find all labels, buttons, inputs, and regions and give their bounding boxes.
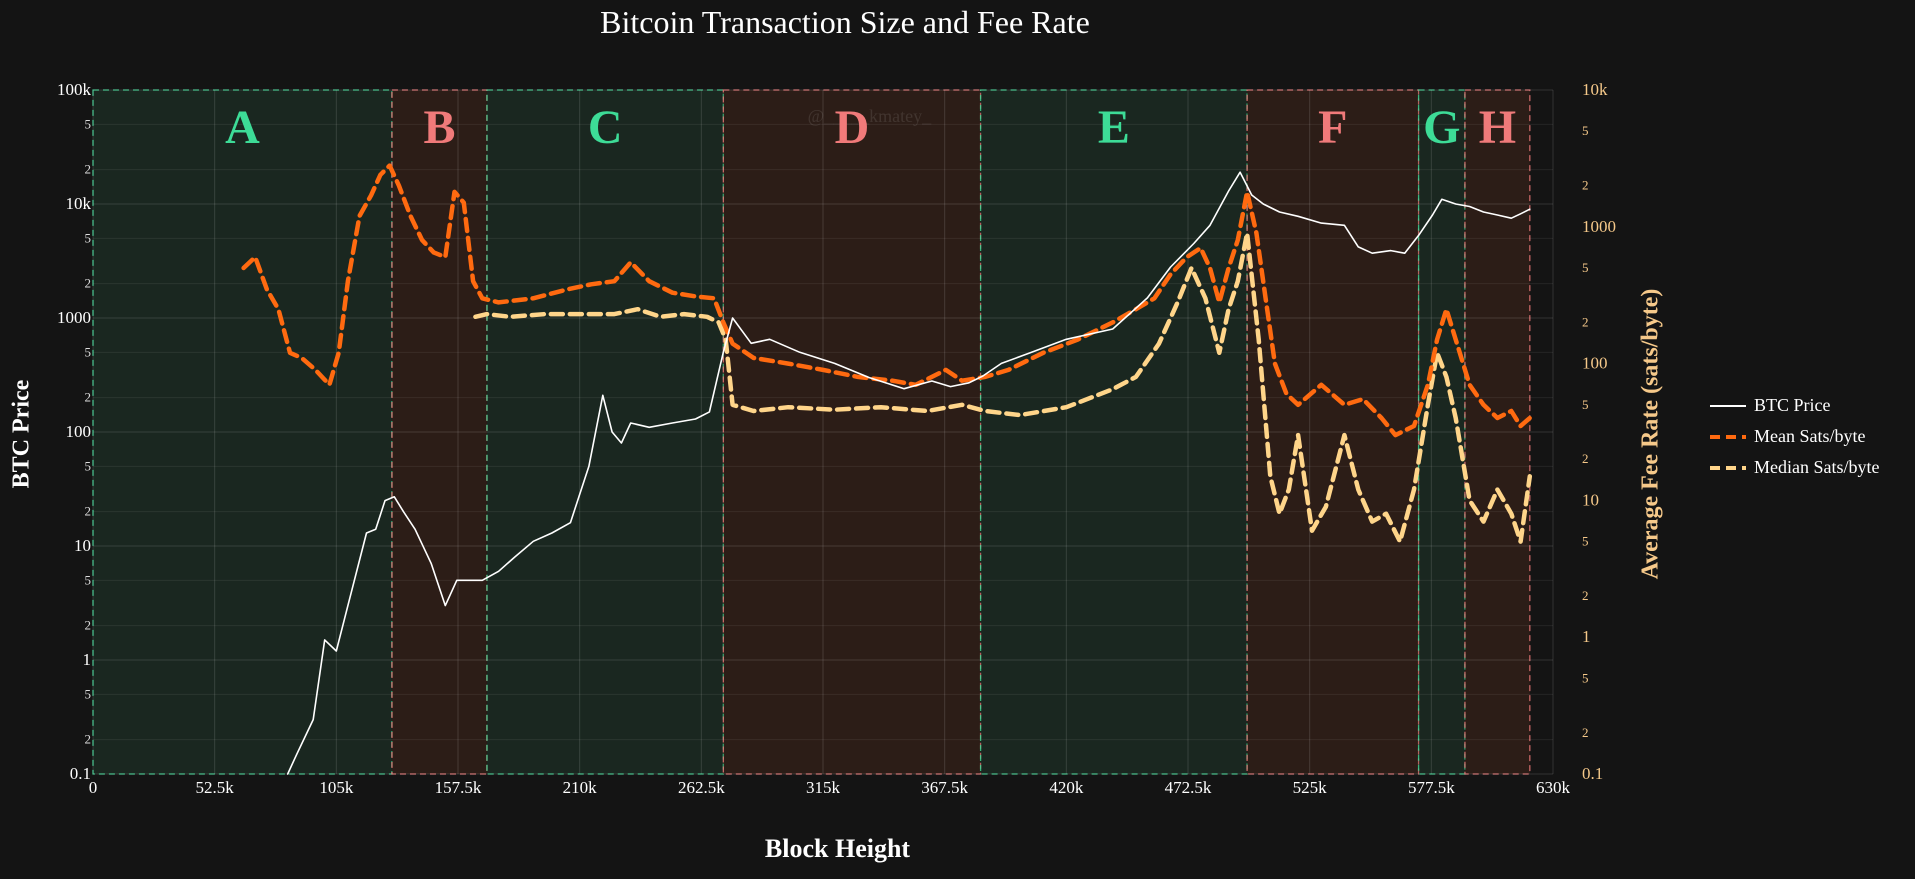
legend-swatch-btc-price (1710, 404, 1746, 407)
y2-minor-tick-label: 5 (1582, 260, 1589, 275)
region-label-b: B (423, 101, 455, 154)
y-minor-tick-label: 5 (85, 116, 92, 131)
series-line-btc-price (286, 171, 1531, 775)
region-label-e: E (1098, 101, 1130, 154)
x-tick-label: 157.5k (435, 778, 482, 797)
series-line-mean-sats-byte (241, 163, 1533, 438)
y2-tick-label: 10 (1582, 490, 1599, 509)
region-e (979, 89, 1248, 775)
legend-label-median: Median Sats/byte (1754, 457, 1880, 477)
chart-title: Bitcoin Transaction Size and Fee Rate (600, 4, 1090, 40)
legend-label-mean: Mean Sats/byte (1754, 426, 1866, 446)
x-tick-label: 262.5k (678, 778, 725, 797)
y2-tick-label: 100 (1582, 354, 1608, 373)
region-label-d: D (835, 101, 870, 154)
y2-minor-tick-label: 2 (1582, 588, 1589, 603)
region-label-f: F (1318, 101, 1347, 154)
legend-swatch-mean (1710, 434, 1746, 439)
y-minor-tick-label: 5 (85, 230, 92, 245)
x-tick-label: 630k (1536, 778, 1571, 797)
x-tick-label: 472.5k (1165, 778, 1212, 797)
x-tick-label: 315k (806, 778, 841, 797)
x-tick-label: 577.5k (1408, 778, 1455, 797)
y-tick-label: 100k (57, 80, 92, 99)
grid-layer (92, 89, 1554, 775)
region-label-c: C (588, 101, 623, 154)
y-minor-tick-label: 2 (85, 618, 92, 633)
y2-minor-tick-label: 5 (1582, 534, 1589, 549)
y2-minor-tick-label: 5 (1582, 397, 1589, 412)
region-layer (92, 89, 1531, 775)
legend-item-median[interactable]: Median Sats/byte (1710, 452, 1879, 483)
y2-minor-tick-label: 2 (1582, 178, 1589, 193)
y2-minor-tick-label: 2 (1582, 314, 1589, 329)
legend: BTC Price Mean Sats/byte Median Sats/byt… (1710, 390, 1879, 483)
series-layer (241, 163, 1533, 775)
x-tick-label: 52.5k (196, 778, 235, 797)
x-tick-label: 367.5k (921, 778, 968, 797)
y-minor-tick-label: 2 (85, 162, 92, 177)
legend-label-btc-price: BTC Price (1754, 395, 1831, 415)
y-tick-label: 1 (83, 650, 92, 669)
region-label-g: G (1423, 101, 1460, 154)
region-c (486, 89, 724, 775)
watermark: @_____kmatey_ (808, 106, 933, 126)
y2-minor-tick-label: 2 (1582, 451, 1589, 466)
region-label-a: A (225, 101, 260, 154)
y-minor-tick-label: 2 (85, 504, 92, 519)
y-minor-tick-label: 5 (85, 572, 92, 587)
series-line-median-sats-byte (473, 230, 1533, 544)
y2-minor-tick-label: 5 (1582, 670, 1589, 685)
y-tick-label: 10k (66, 194, 92, 213)
y2-tick-label: 1 (1582, 627, 1591, 646)
x-tick-label: 525k (1293, 778, 1328, 797)
y2-tick-label: 10k (1582, 80, 1608, 99)
legend-item-btc-price[interactable]: BTC Price (1710, 390, 1879, 421)
x-tick-label: 420k (1049, 778, 1084, 797)
x-tick-label: 105k (319, 778, 354, 797)
y-tick-label: 100 (66, 422, 92, 441)
y-tick-label: 10 (74, 536, 91, 555)
y2-minor-tick-label: 5 (1582, 123, 1589, 138)
axis-layer: 0 52.5k 105k 157.5k 210k 262.5k 315k 367.5k 420k… (57, 80, 1616, 797)
y-tick-label: 0.1 (70, 764, 91, 783)
x-tick-label: 0 (89, 778, 98, 797)
y-tick-label: 1000 (57, 308, 91, 327)
region-a (92, 89, 393, 775)
y-minor-tick-label: 5 (85, 344, 92, 359)
y-minor-tick-label: 5 (85, 686, 92, 701)
y2-minor-tick-label: 2 (1582, 725, 1589, 740)
y2-tick-label: 0.1 (1582, 764, 1603, 783)
region-d (722, 89, 982, 775)
y-minor-tick-label: 2 (85, 732, 92, 747)
y-minor-tick-label: 5 (85, 458, 92, 473)
legend-swatch-median (1710, 465, 1746, 470)
y2-tick-label: 1000 (1582, 217, 1616, 236)
x-axis-title: Block Height (764, 834, 911, 863)
y-minor-tick-label: 2 (85, 276, 92, 291)
region-label-h: H (1479, 101, 1516, 154)
watermark-layer: @_____kmatey_ (808, 106, 933, 126)
y-minor-tick-label: 2 (85, 390, 92, 405)
x-tick-label: 210k (563, 778, 598, 797)
region-h (1464, 89, 1531, 775)
legend-item-mean[interactable]: Mean Sats/byte (1710, 421, 1879, 452)
